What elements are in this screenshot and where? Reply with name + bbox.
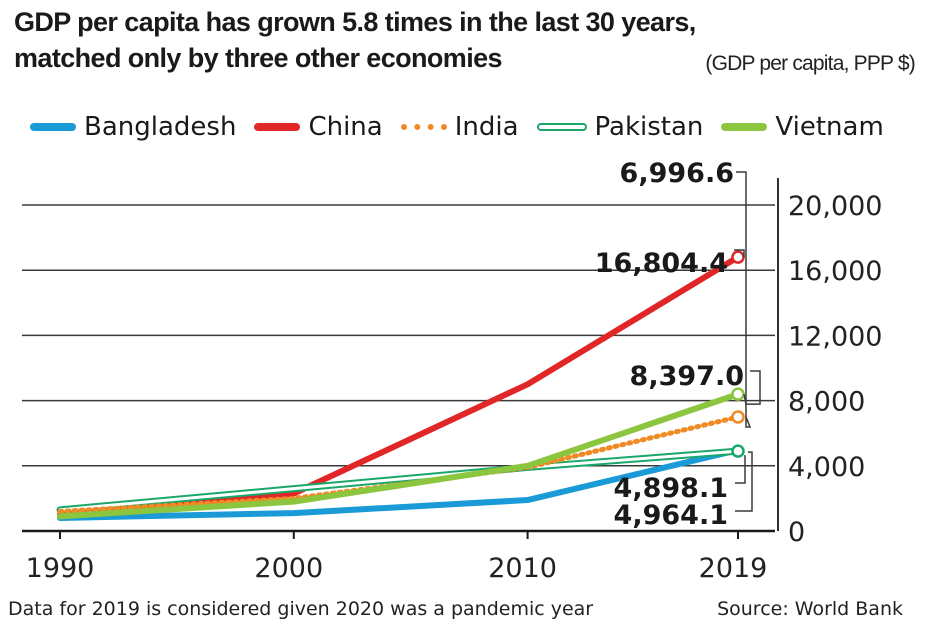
label-leader-pakistan (735, 455, 746, 484)
legend-swatch-vietnam (721, 123, 768, 131)
source-credit: Source: World Bank (717, 598, 903, 620)
legend-item-china: China (254, 112, 383, 142)
title-line-2: matched only by three other economies (14, 43, 503, 73)
y-tick-0: 0 (788, 517, 805, 548)
legend-label-bangladesh: Bangladesh (84, 112, 237, 142)
unit-label: (GDP per capita, PPP $) (705, 52, 915, 75)
chart-title: GDP per capita has grown 5.8 times in th… (14, 4, 696, 76)
series-line-vietnam (57, 391, 741, 520)
endpoint-marker-pakistan (731, 444, 745, 458)
x-tick-2010: 2010 (488, 553, 557, 584)
y-tick-16000: 16,000 (788, 256, 882, 287)
value-label-vietnam: 8,397.0 (630, 361, 744, 392)
y-tick-20000: 20,000 (788, 191, 882, 222)
legend-swatch-pakistan (536, 123, 587, 131)
value-label-china: 16,804.4 (595, 248, 728, 279)
title-line-1: GDP per capita has grown 5.8 times in th… (14, 7, 696, 37)
legend-item-india: India (400, 112, 519, 142)
legend-item-bangladesh: Bangladesh (30, 112, 236, 142)
value-label-bangladesh: 4,964.1 (614, 500, 728, 531)
x-tick-1990: 1990 (26, 553, 95, 584)
legend: Bangladesh China India Pakistan Vietnam (30, 112, 902, 142)
value-label-pakistan: 4,898.1 (614, 473, 728, 504)
series-line-bangladesh (57, 447, 741, 521)
legend-swatch-bangladesh (30, 123, 76, 131)
endpoint-marker-india (731, 410, 745, 424)
endpoint-marker-china (731, 250, 745, 264)
legend-label-india: India (454, 112, 519, 142)
y-tick-12000: 12,000 (788, 321, 882, 352)
label-leader-india (736, 171, 752, 428)
footnote: Data for 2019 is considered given 2020 w… (8, 598, 594, 620)
legend-swatch-china (254, 123, 301, 131)
x-tick-2019: 2019 (699, 553, 768, 584)
label-leader-china (734, 249, 745, 258)
value-label-india: 6,996.6 (620, 158, 734, 189)
legend-label-china: China (308, 112, 383, 142)
legend-label-vietnam: Vietnam (775, 112, 884, 142)
legend-item-vietnam: Vietnam (721, 112, 884, 142)
y-tick-4000: 4,000 (788, 452, 865, 483)
legend-swatch-india (400, 124, 447, 130)
label-leader-vietnam (743, 370, 761, 405)
endpoint-marker-vietnam (731, 387, 745, 401)
legend-item-pakistan: Pakistan (536, 112, 704, 142)
label-leader-bangladesh (735, 451, 753, 512)
y-tick-8000: 8,000 (788, 387, 865, 418)
legend-label-pakistan: Pakistan (594, 112, 704, 142)
series-line-pakistan-inner (58, 449, 740, 512)
x-tick-2000: 2000 (254, 553, 323, 584)
